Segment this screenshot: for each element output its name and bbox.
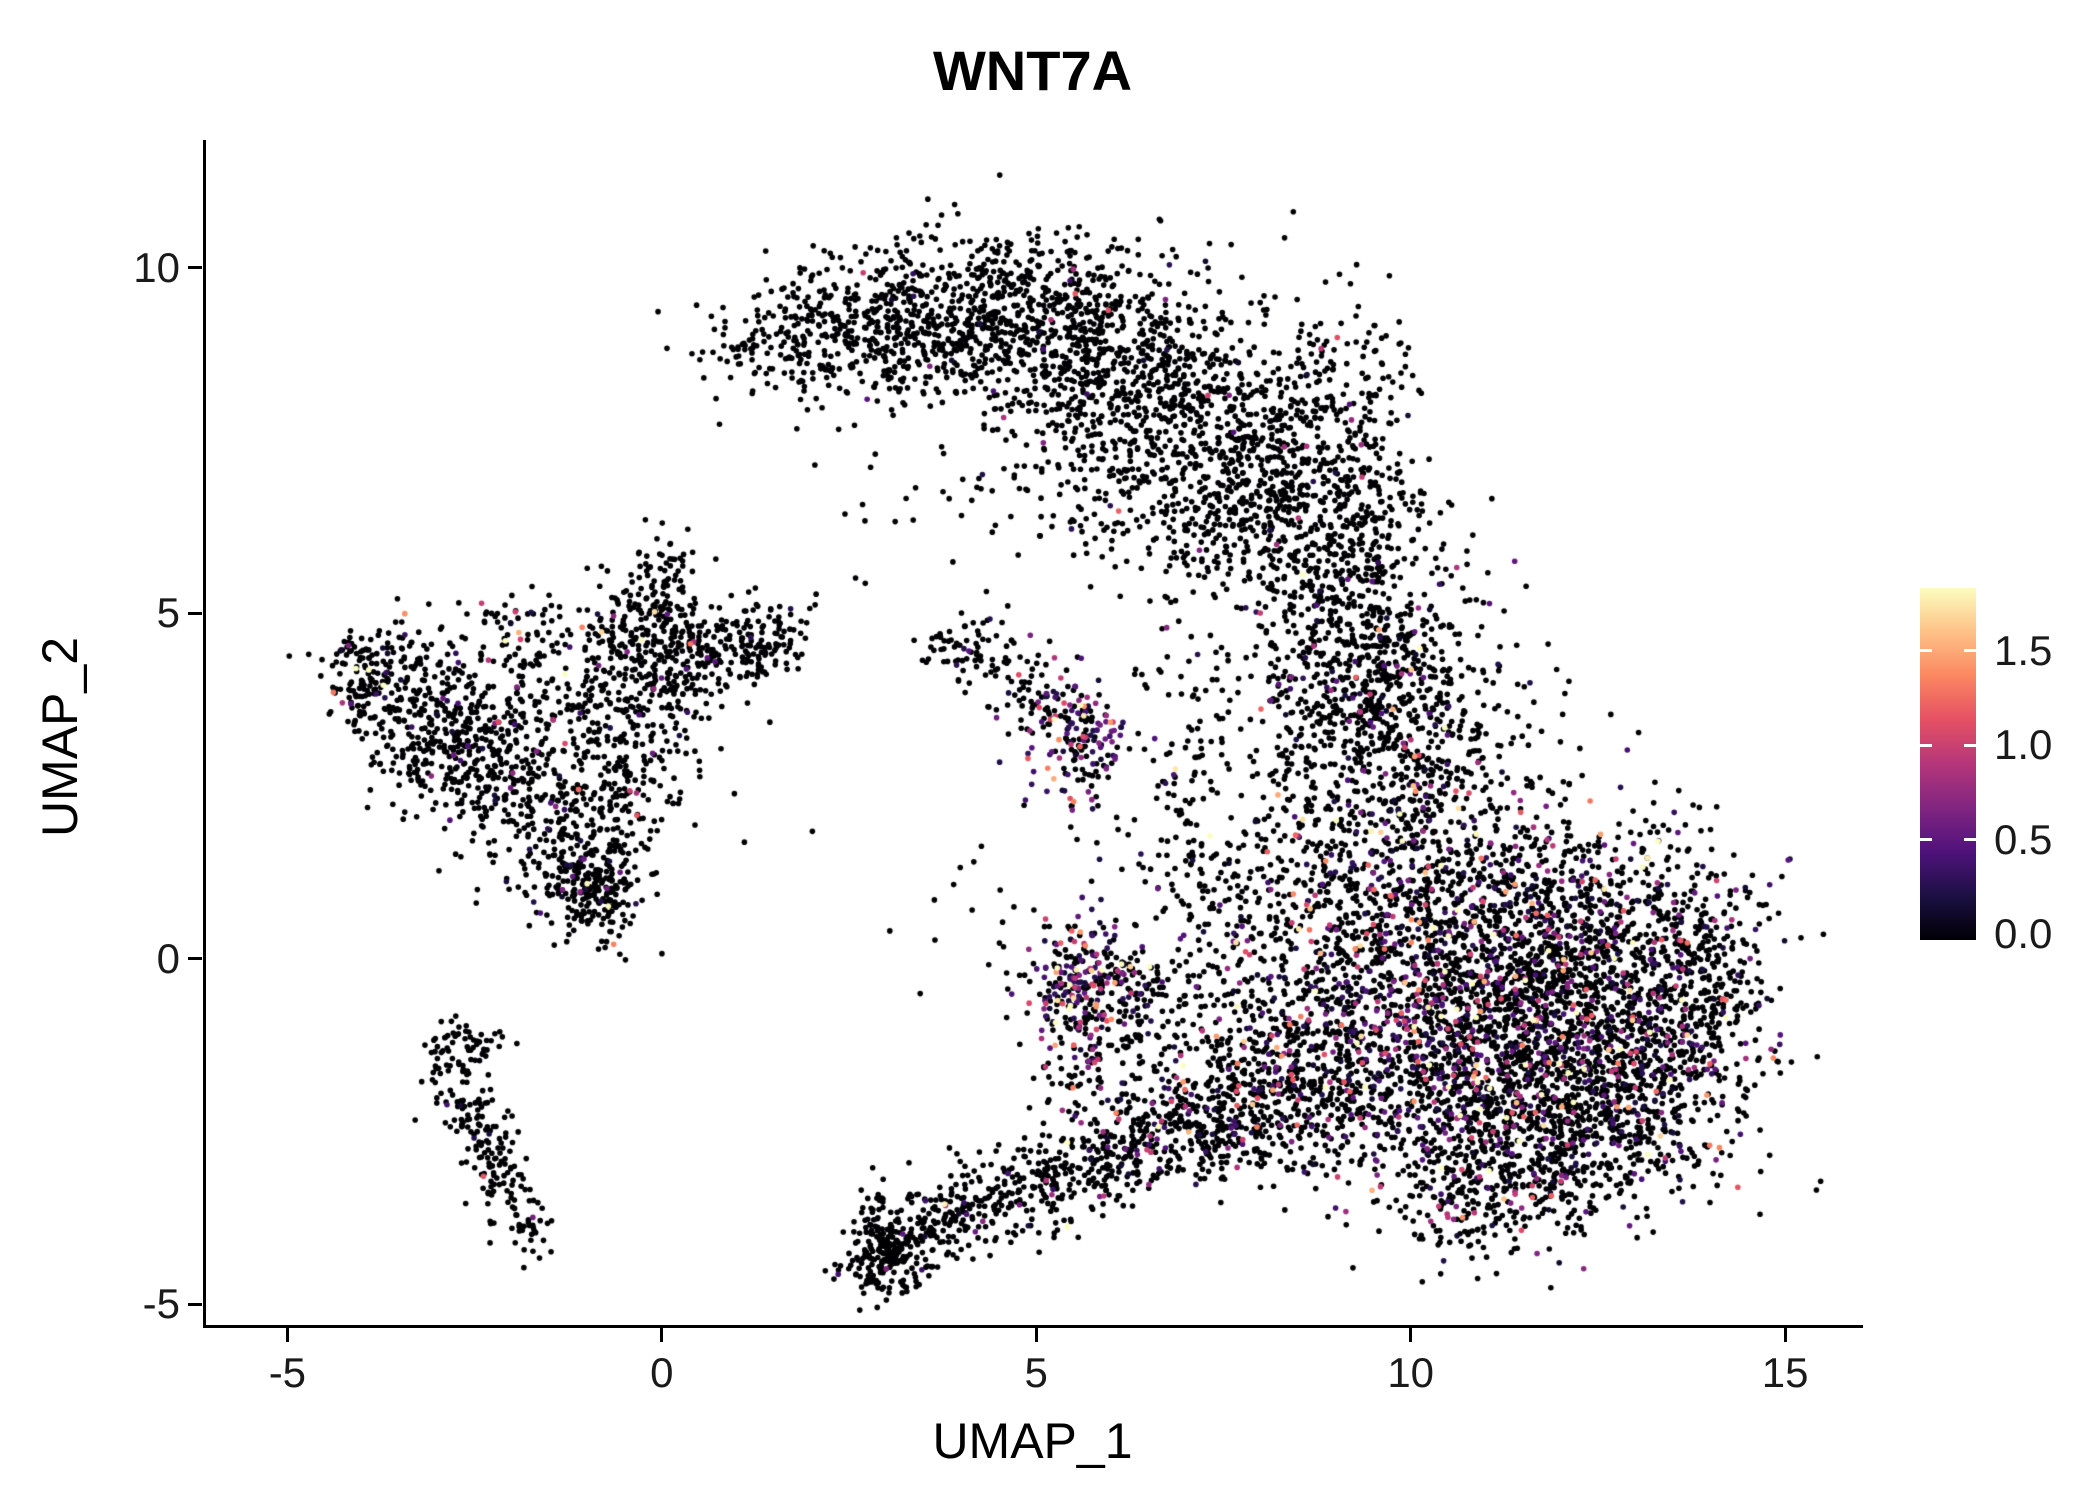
x-tick-label: 0 bbox=[650, 1349, 674, 1396]
y-axis-line bbox=[203, 140, 206, 1328]
y-tick-label: 10 bbox=[133, 243, 180, 291]
colorbar-tick-mark bbox=[1964, 743, 1976, 747]
colorbar-tick-label: 1.0 bbox=[1994, 721, 2053, 769]
x-tick-mark bbox=[660, 1328, 664, 1342]
x-tick-label: 5 bbox=[1024, 1349, 1048, 1396]
x-axis-label: UMAP_1 bbox=[932, 1413, 1133, 1469]
y-tick-mark bbox=[188, 1302, 202, 1306]
colorbar-tick-label: 0.0 bbox=[1994, 910, 2053, 957]
y-tick-label: 5 bbox=[156, 589, 180, 637]
colorbar-tick-label: 1.5 bbox=[1994, 626, 2053, 674]
plot-panel bbox=[205, 140, 1860, 1325]
x-tick-mark bbox=[1409, 1328, 1413, 1342]
x-axis-line bbox=[203, 1325, 1863, 1328]
colorbar-tick-mark bbox=[1920, 743, 1932, 747]
colorbar-tick-mark bbox=[1920, 838, 1932, 842]
x-tick-label: -5 bbox=[268, 1349, 307, 1396]
y-axis-label: UMAP_2 bbox=[32, 636, 88, 838]
x-tick-mark bbox=[285, 1328, 289, 1342]
colorbar-tick-label: 0.5 bbox=[1994, 815, 2053, 863]
colorbar-tick-mark bbox=[1964, 838, 1976, 842]
x-tick-mark bbox=[1034, 1328, 1038, 1342]
x-tick-label: 10 bbox=[1387, 1349, 1435, 1396]
y-tick-label: -5 bbox=[142, 1280, 180, 1328]
y-tick-label: 0 bbox=[156, 934, 180, 982]
x-tick-mark bbox=[1783, 1328, 1787, 1342]
colorbar-gradient bbox=[1920, 588, 1976, 940]
y-tick-mark bbox=[188, 266, 202, 270]
y-tick-mark bbox=[188, 957, 202, 961]
umap-scatter-canvas bbox=[205, 140, 1860, 1325]
colorbar-tick-mark bbox=[1964, 649, 1976, 653]
colorbar bbox=[1920, 588, 1976, 940]
y-tick-mark bbox=[188, 611, 202, 615]
x-tick-label: 15 bbox=[1761, 1349, 1809, 1396]
colorbar-tick-mark bbox=[1920, 649, 1932, 653]
plot-title: WNT7A bbox=[932, 39, 1133, 102]
